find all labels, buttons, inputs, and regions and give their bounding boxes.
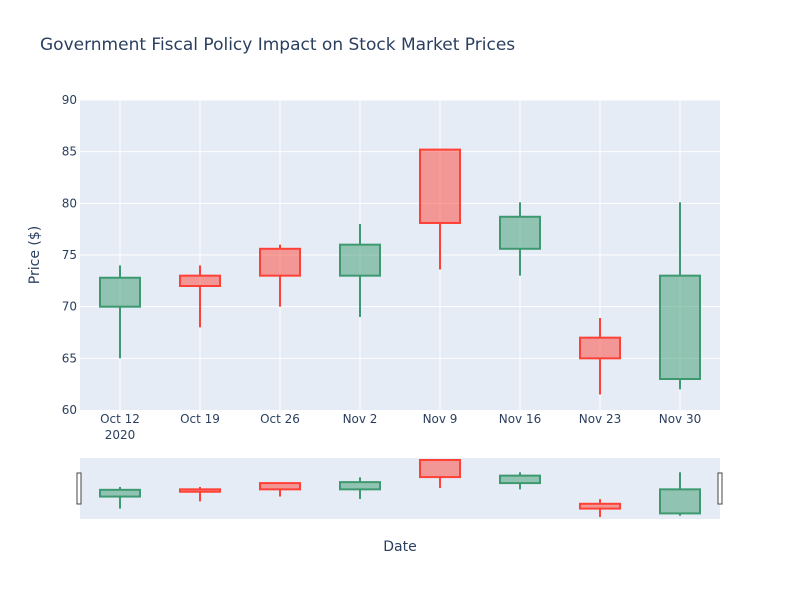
candle-body xyxy=(179,488,221,493)
y-tick-labels: 60 65 70 75 80 85 90 xyxy=(62,93,77,417)
candle-oct-12 xyxy=(99,265,141,359)
x-tick-label: Nov 16 xyxy=(499,412,542,426)
x-tick-label: Nov 2 xyxy=(343,412,378,426)
x-tick-label: Nov 30 xyxy=(659,412,702,426)
chart-title: Government Fiscal Policy Impact on Stock… xyxy=(40,35,515,55)
candle-body xyxy=(499,474,541,485)
range-slider-left-handle[interactable] xyxy=(76,472,82,505)
candle-body xyxy=(179,274,221,287)
candle-body xyxy=(579,336,621,360)
x-tick-label: Oct 26 xyxy=(260,412,300,426)
x-tick-label: Oct 19 xyxy=(180,412,220,426)
slider-candle-oct-19 xyxy=(179,486,221,502)
candle-body xyxy=(339,243,381,277)
x-tick-label: Nov 9 xyxy=(423,412,458,426)
candle-body xyxy=(259,247,301,277)
candle-body xyxy=(579,502,621,510)
candle-body xyxy=(99,276,141,308)
x-tick-label: Oct 12 xyxy=(100,412,140,426)
slider-candle-nov-30 xyxy=(659,472,701,516)
candle-nov-9 xyxy=(419,148,461,270)
candle-body xyxy=(499,215,541,250)
y-tick-label: 85 xyxy=(62,145,77,159)
slider-candle-nov-23 xyxy=(579,499,621,517)
x-axis-title: Date xyxy=(383,539,416,555)
candle-body xyxy=(339,481,381,491)
candle-body xyxy=(659,274,701,380)
candle-oct-19 xyxy=(179,265,221,328)
range-slider[interactable] xyxy=(80,458,720,519)
y-tick-label: 80 xyxy=(62,196,77,210)
candle-nov-23 xyxy=(579,318,621,395)
candle-oct-26 xyxy=(259,244,301,307)
slider-candle-nov-16 xyxy=(499,472,541,490)
candle-body xyxy=(259,482,301,491)
candle-body xyxy=(659,488,701,515)
y-tick-label: 60 xyxy=(62,403,77,417)
slider-candle-oct-26 xyxy=(259,482,301,497)
x-tick-labels: Oct 12 Oct 19 Oct 26 Nov 2 Nov 9 Nov 16 Nov 23… xyxy=(100,412,701,426)
range-slider-candles xyxy=(99,459,701,517)
candle-body xyxy=(99,488,141,498)
y-tick-label: 65 xyxy=(62,351,77,365)
y-axis-title: Price ($) xyxy=(27,226,43,284)
slider-candle-nov-9 xyxy=(419,459,461,488)
y-tick-label: 70 xyxy=(62,300,77,314)
x-tick-label: Nov 23 xyxy=(579,412,622,426)
candle-nov-30 xyxy=(659,202,701,390)
slider-candle-oct-12 xyxy=(99,486,141,509)
candle-nov-16 xyxy=(499,202,541,276)
slider-candle-nov-2 xyxy=(339,477,381,499)
range-slider-right-handle[interactable] xyxy=(717,472,723,505)
candle-body xyxy=(419,148,461,224)
candle-body xyxy=(419,459,461,479)
y-tick-label: 90 xyxy=(62,93,77,107)
x-year-label: 2020 xyxy=(105,428,136,442)
candle-nov-2 xyxy=(339,224,381,317)
y-tick-label: 75 xyxy=(62,248,77,262)
candles xyxy=(99,148,701,395)
